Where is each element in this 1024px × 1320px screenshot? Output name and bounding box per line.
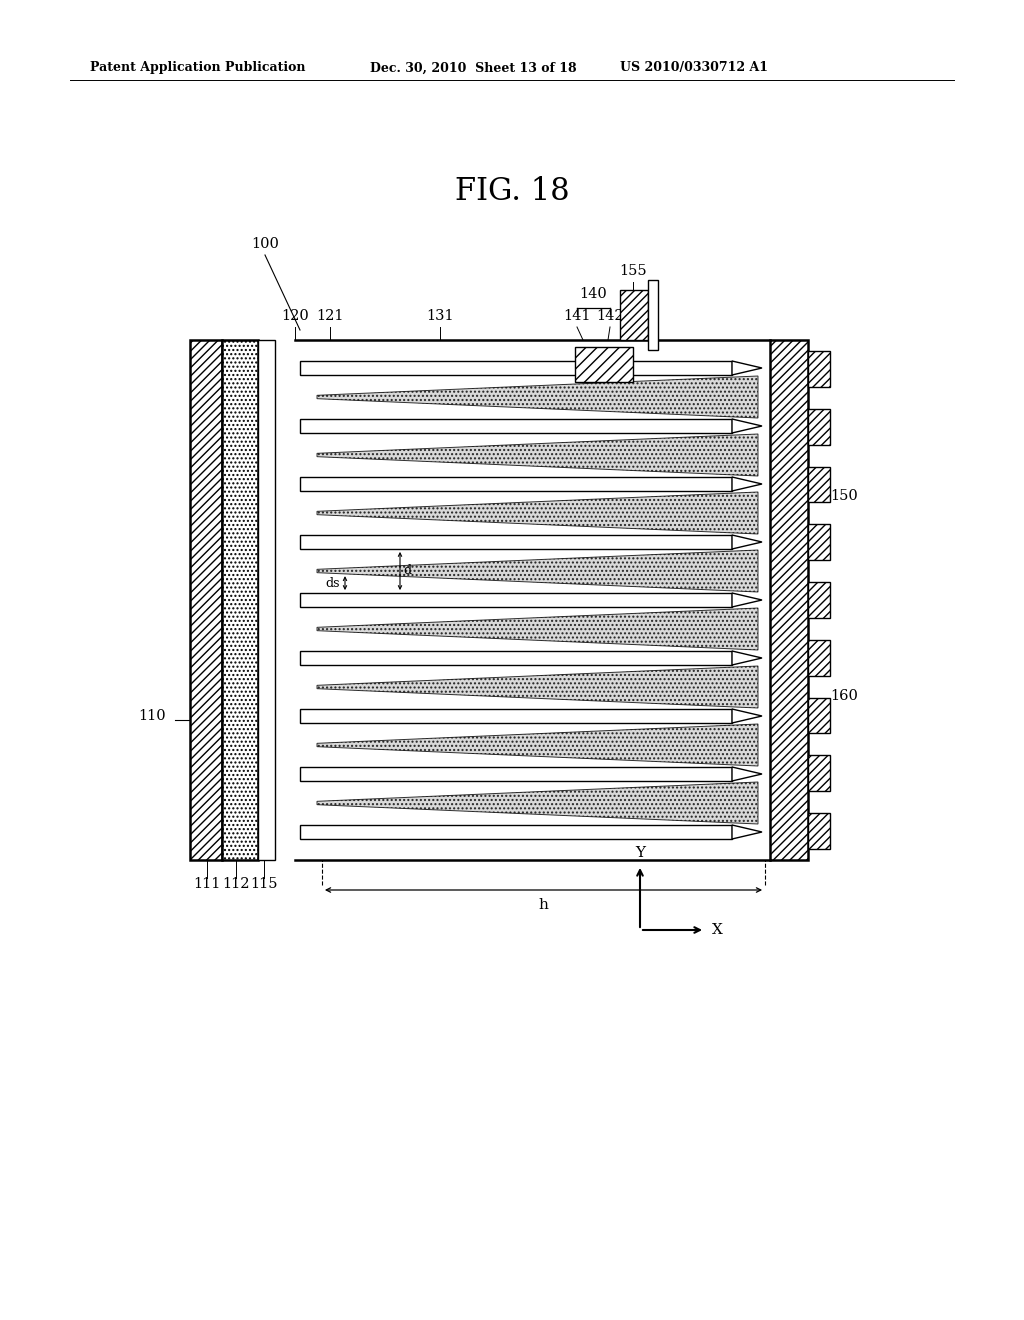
Text: 111: 111: [194, 876, 221, 891]
Text: US 2010/0330712 A1: US 2010/0330712 A1: [620, 62, 768, 74]
Bar: [808, 409, 830, 445]
Text: 150: 150: [830, 488, 858, 503]
Bar: [808, 524, 830, 560]
Text: Patent Application Publication: Patent Application Publication: [90, 62, 305, 74]
Bar: [222, 341, 258, 861]
Polygon shape: [317, 550, 758, 591]
Polygon shape: [732, 477, 762, 491]
Text: ds: ds: [326, 577, 340, 590]
Bar: [808, 698, 830, 734]
Bar: [575, 347, 633, 381]
Text: 141: 141: [563, 309, 591, 323]
Bar: [808, 640, 830, 676]
Bar: [300, 825, 732, 840]
Polygon shape: [732, 593, 762, 607]
Polygon shape: [732, 651, 762, 665]
Text: X: X: [712, 923, 723, 937]
Text: h: h: [539, 898, 549, 912]
Text: 140: 140: [580, 286, 607, 301]
Bar: [300, 593, 732, 607]
Polygon shape: [317, 376, 758, 418]
Text: 100: 100: [251, 238, 279, 251]
Text: 121: 121: [316, 309, 344, 323]
Text: Y: Y: [635, 846, 645, 861]
Text: 110: 110: [138, 709, 166, 723]
Polygon shape: [317, 434, 758, 477]
Polygon shape: [732, 535, 762, 549]
Bar: [808, 466, 830, 503]
Polygon shape: [317, 781, 758, 824]
Polygon shape: [732, 418, 762, 433]
Bar: [300, 535, 732, 549]
Bar: [300, 360, 732, 375]
Text: FIG. 18: FIG. 18: [455, 177, 569, 207]
Bar: [300, 651, 732, 665]
Polygon shape: [317, 609, 758, 649]
Text: 115: 115: [250, 876, 278, 891]
Text: d: d: [403, 565, 411, 578]
Text: 160: 160: [830, 689, 858, 704]
Bar: [300, 709, 732, 723]
Text: 155: 155: [620, 264, 647, 279]
Polygon shape: [317, 723, 758, 766]
Polygon shape: [317, 667, 758, 708]
Bar: [300, 477, 732, 491]
Text: 142: 142: [596, 309, 624, 323]
Text: 112: 112: [222, 876, 250, 891]
Bar: [300, 767, 732, 781]
Polygon shape: [732, 360, 762, 375]
Polygon shape: [732, 825, 762, 840]
Polygon shape: [317, 492, 758, 535]
Polygon shape: [732, 767, 762, 781]
Text: Dec. 30, 2010  Sheet 13 of 18: Dec. 30, 2010 Sheet 13 of 18: [370, 62, 577, 74]
Text: 120: 120: [282, 309, 309, 323]
Bar: [620, 290, 648, 341]
Polygon shape: [732, 709, 762, 723]
Bar: [770, 341, 808, 861]
Bar: [190, 341, 222, 861]
Bar: [808, 755, 830, 791]
Bar: [808, 351, 830, 387]
Bar: [808, 813, 830, 849]
Bar: [648, 280, 658, 350]
Bar: [258, 341, 275, 861]
Bar: [808, 582, 830, 618]
Bar: [300, 418, 732, 433]
Text: 131: 131: [426, 309, 454, 323]
